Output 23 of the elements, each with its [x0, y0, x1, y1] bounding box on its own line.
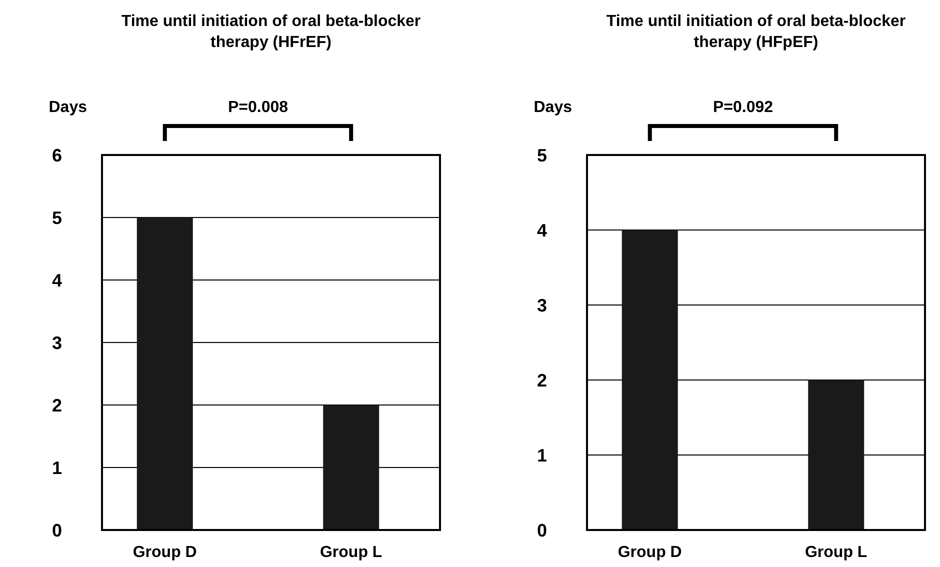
y-tick-label: 1 [536, 445, 548, 466]
y-tick-label: 4 [52, 270, 62, 290]
y-tick-label: 2 [52, 395, 62, 416]
y-tick-label: 1 [52, 458, 62, 478]
y-tick-label: 0 [536, 520, 548, 540]
y-tick-label: 5 [52, 208, 62, 228]
y-tick-label: 3 [52, 332, 62, 353]
chart-title: Time until initiation of oral beta-blocker therapy (HFrEF) [121, 13, 421, 51]
x-tick-label: Group L [320, 544, 382, 561]
chart-title: Time until initiation of oral beta-blocker therapy (HFpEF) [606, 13, 906, 51]
y-tick-label: 5 [536, 145, 548, 166]
x-tick-label: Group L [804, 544, 868, 561]
x-tick-label: Group D [132, 544, 197, 561]
y-tick-label: 3 [536, 295, 548, 316]
text: P=0.008 [228, 99, 288, 116]
y-axis-title: Days [534, 99, 572, 116]
y-tick-label: 6 [52, 145, 62, 166]
y-tick-label: 2 [536, 370, 548, 390]
y-tick-label: 0 [52, 520, 62, 540]
y-tick-label: 4 [536, 220, 548, 240]
text: P=0.092 [712, 99, 774, 116]
x-tick-label: Group D [618, 544, 682, 561]
y-axis-title: Days [48, 99, 88, 116]
